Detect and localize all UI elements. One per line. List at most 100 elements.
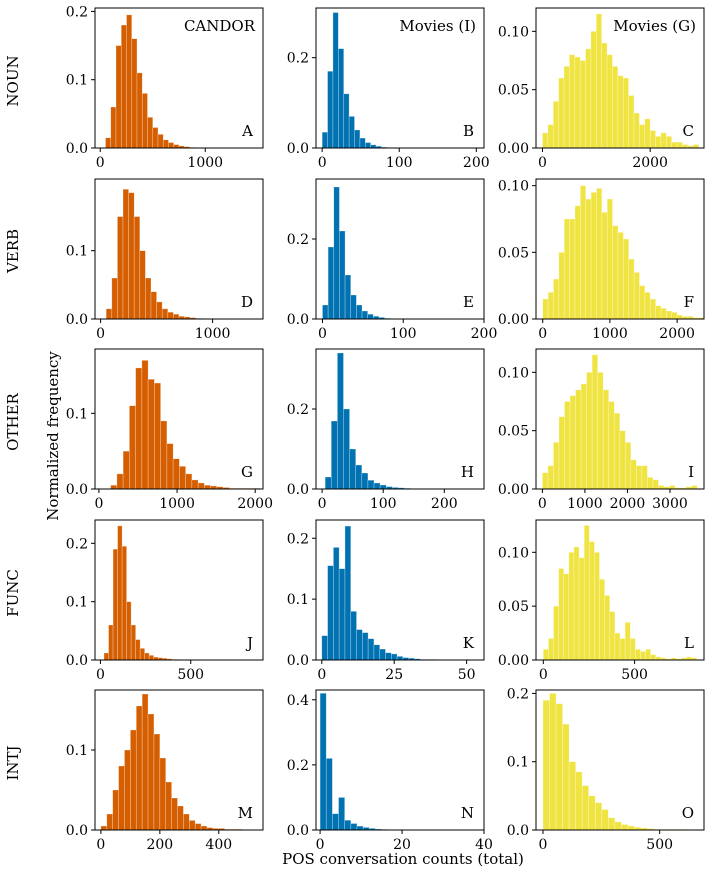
bar [338, 568, 346, 661]
bar [356, 825, 364, 831]
x-tick-label: 20 [393, 837, 411, 853]
plot-frame [94, 519, 264, 661]
bar [547, 465, 554, 490]
y-tick-label: 0.0 [287, 141, 309, 157]
bar [676, 141, 683, 149]
bar [575, 389, 582, 490]
y-tick-label: 0.0 [287, 653, 309, 669]
y-tick-label: 0.1 [66, 595, 88, 611]
bar [145, 277, 152, 320]
bar [194, 823, 202, 831]
x-tick-label: 0 [94, 496, 103, 512]
bar [580, 185, 587, 320]
plot-frame [315, 519, 485, 661]
panel-letter-j: J [245, 634, 253, 652]
panel-f: 0 1000 2000 0.00 0.05 0.10 F [498, 178, 705, 342]
panel-j: 0 500 0.0 0.1 0.2 J [66, 519, 264, 683]
panel-letter-k: K [463, 634, 475, 652]
panel-m: 0 200 400 0.0 0.1 M [66, 689, 264, 853]
bar [655, 305, 662, 320]
bar [136, 72, 143, 149]
bar [613, 412, 621, 490]
panel-i: 0 1000 2000 3000 0.00 0.05 0.10 I [498, 348, 705, 512]
bar [337, 352, 344, 490]
x-tick-label: 200 [431, 496, 458, 512]
bar [367, 638, 375, 661]
bar [367, 313, 374, 320]
bar [614, 632, 621, 661]
bar [608, 401, 615, 490]
x-tick-label: 0 [318, 496, 327, 512]
x-tick-label: 25 [385, 667, 403, 683]
bar [596, 188, 603, 320]
bar [130, 729, 137, 831]
bar [655, 136, 662, 149]
panel-letter-f: F [684, 293, 694, 311]
bar [168, 142, 175, 149]
bar [191, 479, 199, 490]
y-tick-label: 0.1 [66, 743, 88, 759]
x-tick-label: 0 [96, 155, 105, 171]
bar [558, 416, 565, 490]
y-tick-label: 0.0 [287, 823, 309, 839]
bar [167, 311, 174, 320]
bar [542, 699, 550, 831]
x-tick-label: 0 [538, 496, 547, 512]
panel-d: 0 1000 0.0 0.1 D [66, 178, 264, 342]
bar [658, 485, 665, 490]
bar [619, 430, 626, 490]
bar [591, 354, 598, 490]
bar [542, 472, 549, 490]
bar [171, 797, 178, 831]
bar [671, 312, 678, 320]
bar [558, 77, 565, 149]
x-tick-label: 1000 [187, 155, 223, 171]
x-tick-label: 2000 [632, 155, 668, 171]
bar [542, 132, 549, 149]
plot-frame [94, 7, 264, 149]
bar [321, 635, 328, 661]
bar [179, 465, 186, 490]
bar [574, 205, 581, 320]
y-axis-label: Normalized frequency [44, 351, 62, 521]
bar [349, 448, 357, 490]
bar [379, 648, 386, 661]
bar [682, 144, 689, 149]
bar [139, 250, 146, 320]
panel-letter-d: D [241, 293, 253, 311]
bar [135, 705, 143, 831]
bar [660, 132, 667, 149]
bar [359, 137, 366, 149]
bar [617, 232, 624, 320]
x-tick-label: 2000 [659, 326, 695, 342]
y-tick-label: 0.0 [66, 482, 88, 498]
bar [583, 525, 590, 661]
bar [118, 765, 125, 831]
panel-h: 0 100 200 0.0 0.2 H [287, 348, 485, 512]
bar [141, 693, 149, 831]
y-tick-label: 0.05 [498, 83, 529, 99]
bar [139, 648, 145, 661]
x-tick-label: 1000 [592, 326, 628, 342]
x-tick-label: 0 [538, 155, 547, 171]
bar [135, 639, 141, 661]
bar [660, 308, 667, 320]
bar [177, 805, 184, 831]
y-tick-label: 0.2 [287, 531, 309, 547]
bar [542, 648, 549, 661]
bar [625, 442, 632, 490]
y-tick-label: 0.10 [498, 545, 529, 561]
bar [568, 552, 575, 661]
y-tick-label: 0.1 [66, 244, 88, 260]
y-tick-label: 0.2 [287, 51, 309, 67]
panel-letter-b: B [463, 122, 474, 140]
row-label-noun: NOUN [4, 55, 22, 106]
x-tick-label: 2000 [610, 496, 646, 512]
bar [106, 813, 113, 831]
x-axis-label: POS conversation counts (total) [282, 850, 524, 868]
bar [173, 144, 180, 149]
bar [562, 723, 570, 831]
bar [100, 825, 108, 831]
plot-frame [535, 7, 705, 149]
